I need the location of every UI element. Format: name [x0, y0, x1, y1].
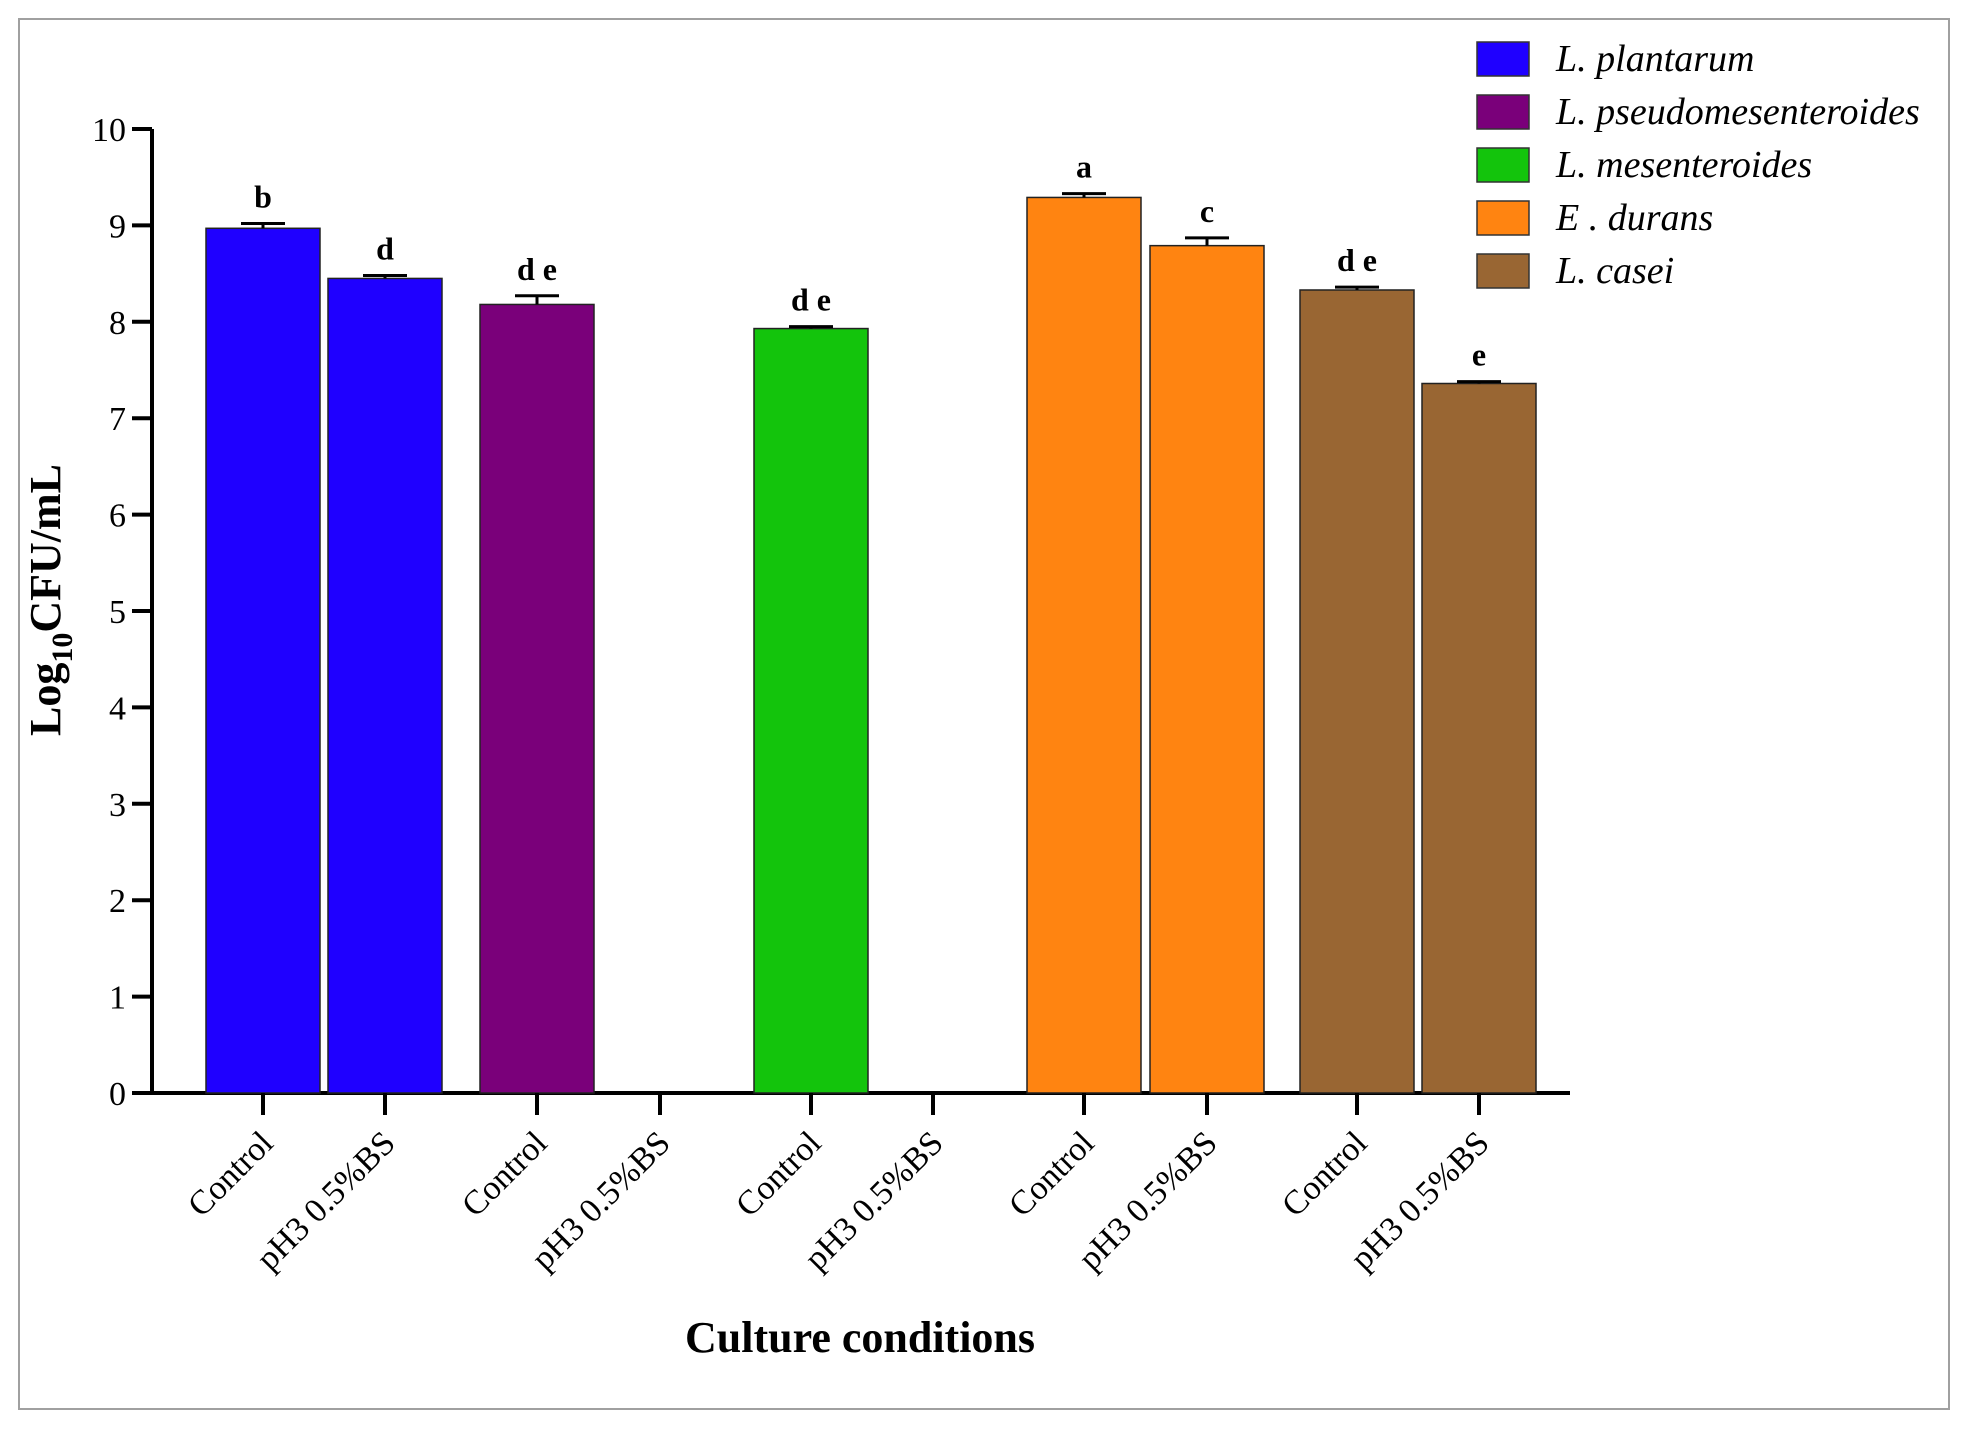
y-axis-title-subscript: 10 [46, 633, 79, 663]
significance-letter: c [1200, 193, 1214, 229]
legend-swatch [1476, 200, 1530, 236]
figure-frame [18, 18, 1950, 1410]
bar [753, 327, 869, 1094]
y-tick-label: 8 [109, 305, 126, 342]
legend-swatch [1476, 94, 1530, 130]
legend-label: L. casei [1555, 250, 1674, 292]
bar [327, 277, 443, 1094]
x-category-label: Control [1275, 1124, 1375, 1224]
significance-letter: d [376, 231, 394, 267]
significance-letter: e [1472, 337, 1486, 373]
legend-swatch [1476, 147, 1530, 183]
y-tick-label: 2 [109, 883, 126, 920]
y-tick-label: 0 [109, 1076, 126, 1113]
significance-letter: a [1076, 149, 1092, 185]
bar [1299, 289, 1415, 1094]
x-category-label: Control [181, 1124, 281, 1224]
y-axis-title-base: Log [21, 663, 70, 736]
bar [1421, 382, 1537, 1094]
bar [205, 227, 321, 1094]
x-category-label: Control [455, 1124, 555, 1224]
x-category-label: Control [1002, 1124, 1102, 1224]
y-axis-title: Log10CFU/mL [21, 464, 79, 736]
legend: L. plantarum L. pseudomesenteroides L. mes… [1476, 38, 1920, 292]
legend-swatch [1476, 253, 1530, 289]
y-tick-label: 1 [109, 980, 126, 1017]
legend-label: L. pseudomesenteroides [1555, 91, 1920, 133]
y-axis-title-rest: CFU/mL [21, 464, 70, 633]
x-axis-title: Culture conditions [685, 1313, 1035, 1362]
x-category-label: Control [729, 1124, 829, 1224]
y-tick-label: 4 [109, 690, 126, 727]
significance-letter: d e [517, 251, 557, 287]
legend-label: L. plantarum [1555, 38, 1754, 80]
legend-swatch [1476, 41, 1530, 77]
bar [479, 303, 595, 1094]
significance-labels: b d d e d e a c d e e [254, 149, 1486, 373]
legend-label: E . durans [1555, 197, 1713, 239]
legend-label: L. mesenteroides [1555, 144, 1812, 186]
significance-letter: d e [1337, 242, 1377, 278]
significance-letter: d e [791, 282, 831, 318]
y-tick-label: 6 [109, 498, 126, 535]
y-tick-label: 3 [109, 787, 126, 824]
bar [1149, 244, 1265, 1094]
significance-letter: b [254, 178, 272, 214]
bar [1026, 196, 1142, 1094]
y-tick-label: 9 [109, 208, 126, 245]
error-bars [241, 192, 1501, 384]
y-axis-ticks: 0 1 2 3 4 5 6 7 8 9 10 [92, 112, 152, 1113]
y-tick-label: 5 [109, 594, 126, 631]
y-tick-label: 10 [92, 112, 126, 149]
bars [205, 196, 1537, 1094]
y-tick-label: 7 [109, 401, 126, 438]
